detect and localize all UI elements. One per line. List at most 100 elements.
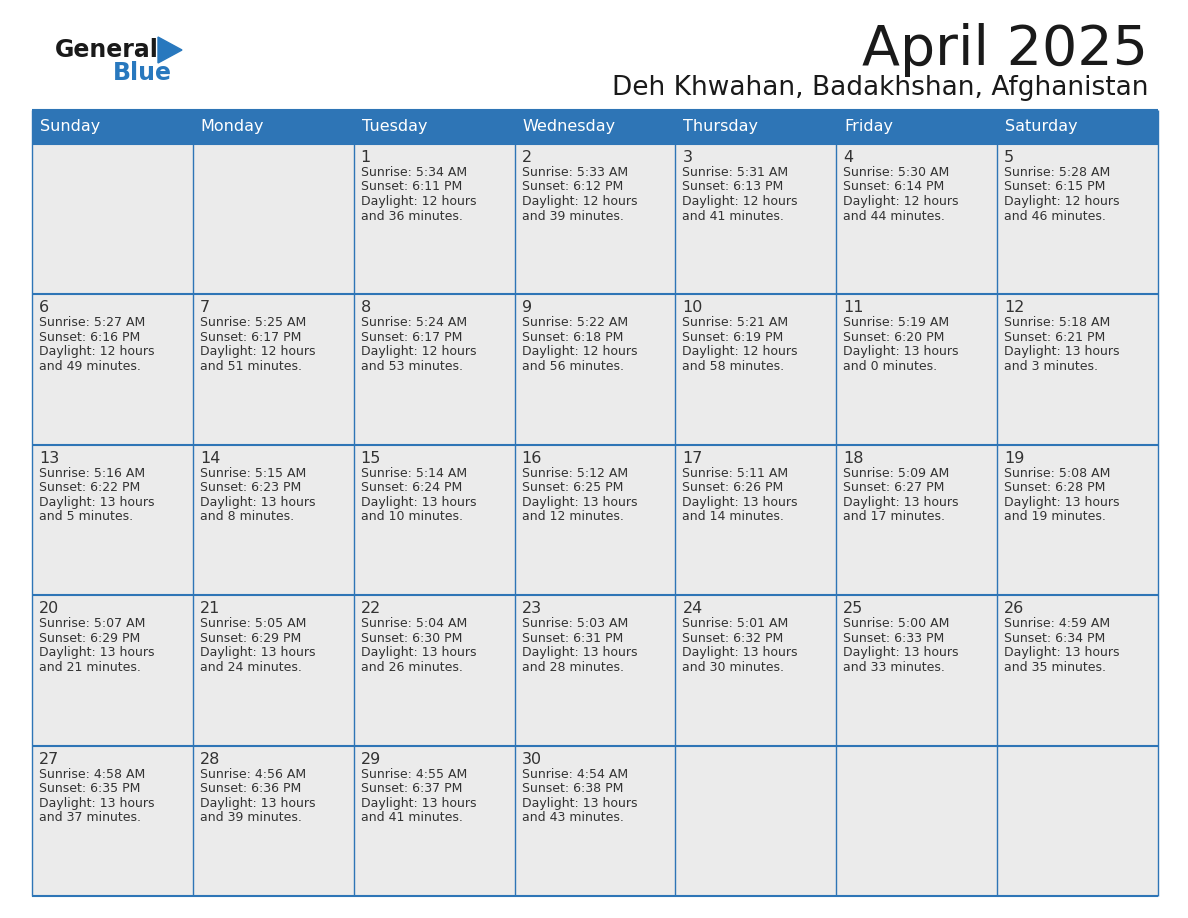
Text: Daylight: 12 hours: Daylight: 12 hours: [522, 195, 637, 208]
Bar: [676, 110, 836, 144]
Bar: [676, 144, 836, 295]
Text: and 53 minutes.: and 53 minutes.: [361, 360, 462, 373]
Text: Sunrise: 5:14 AM: Sunrise: 5:14 AM: [361, 466, 467, 480]
Text: Sunrise: 5:18 AM: Sunrise: 5:18 AM: [1004, 317, 1111, 330]
Bar: [997, 295, 1158, 445]
Text: Sunset: 6:23 PM: Sunset: 6:23 PM: [200, 481, 301, 494]
Text: Daylight: 12 hours: Daylight: 12 hours: [682, 195, 798, 208]
Text: and 19 minutes.: and 19 minutes.: [1004, 510, 1106, 523]
Text: Sunset: 6:27 PM: Sunset: 6:27 PM: [843, 481, 944, 494]
Bar: [192, 110, 354, 144]
Text: Daylight: 12 hours: Daylight: 12 hours: [200, 345, 315, 358]
Text: Sunset: 6:17 PM: Sunset: 6:17 PM: [361, 330, 462, 344]
Text: 1: 1: [361, 150, 371, 165]
Text: Sunrise: 4:58 AM: Sunrise: 4:58 AM: [39, 767, 145, 780]
Text: 24: 24: [682, 601, 702, 616]
Bar: [32, 110, 192, 144]
Bar: [676, 745, 836, 896]
Text: and 17 minutes.: and 17 minutes.: [843, 510, 946, 523]
Text: 18: 18: [843, 451, 864, 465]
Text: 6: 6: [39, 300, 49, 316]
Text: Friday: Friday: [845, 119, 893, 135]
Text: Sunset: 6:29 PM: Sunset: 6:29 PM: [39, 632, 140, 644]
Text: Sunrise: 5:31 AM: Sunrise: 5:31 AM: [682, 166, 789, 179]
Text: and 37 minutes.: and 37 minutes.: [39, 812, 141, 824]
Text: Sunrise: 5:19 AM: Sunrise: 5:19 AM: [843, 317, 949, 330]
Text: 4: 4: [843, 150, 853, 165]
Text: Daylight: 13 hours: Daylight: 13 hours: [361, 797, 476, 810]
Text: 9: 9: [522, 300, 532, 316]
Text: Sunset: 6:29 PM: Sunset: 6:29 PM: [200, 632, 301, 644]
Text: Daylight: 12 hours: Daylight: 12 hours: [1004, 195, 1119, 208]
Text: Saturday: Saturday: [1005, 119, 1078, 135]
Bar: [354, 595, 514, 745]
Text: Sunset: 6:33 PM: Sunset: 6:33 PM: [843, 632, 944, 644]
Text: 13: 13: [39, 451, 59, 465]
Text: Sunrise: 5:34 AM: Sunrise: 5:34 AM: [361, 166, 467, 179]
Text: April 2025: April 2025: [862, 23, 1148, 77]
Text: 12: 12: [1004, 300, 1024, 316]
Text: and 12 minutes.: and 12 minutes.: [522, 510, 624, 523]
Text: and 36 minutes.: and 36 minutes.: [361, 209, 462, 222]
Text: and 41 minutes.: and 41 minutes.: [361, 812, 462, 824]
Bar: [997, 445, 1158, 595]
Text: Monday: Monday: [201, 119, 265, 135]
Text: Sunset: 6:17 PM: Sunset: 6:17 PM: [200, 330, 302, 344]
Bar: [836, 745, 997, 896]
Text: and 28 minutes.: and 28 minutes.: [522, 661, 624, 674]
Text: Daylight: 12 hours: Daylight: 12 hours: [682, 345, 798, 358]
Text: 29: 29: [361, 752, 381, 767]
Text: 10: 10: [682, 300, 703, 316]
Text: Daylight: 13 hours: Daylight: 13 hours: [522, 646, 637, 659]
Text: Sunset: 6:18 PM: Sunset: 6:18 PM: [522, 330, 623, 344]
Bar: [836, 595, 997, 745]
Text: Sunset: 6:16 PM: Sunset: 6:16 PM: [39, 330, 140, 344]
Text: Blue: Blue: [113, 61, 172, 85]
Text: 21: 21: [200, 601, 220, 616]
Text: 5: 5: [1004, 150, 1015, 165]
Text: Sunrise: 5:00 AM: Sunrise: 5:00 AM: [843, 617, 949, 630]
Text: Sunrise: 4:54 AM: Sunrise: 4:54 AM: [522, 767, 627, 780]
Text: 23: 23: [522, 601, 542, 616]
Text: Daylight: 13 hours: Daylight: 13 hours: [200, 797, 315, 810]
Text: Sunrise: 5:07 AM: Sunrise: 5:07 AM: [39, 617, 145, 630]
Text: Sunset: 6:32 PM: Sunset: 6:32 PM: [682, 632, 784, 644]
Text: 2: 2: [522, 150, 532, 165]
Text: Sunrise: 5:30 AM: Sunrise: 5:30 AM: [843, 166, 949, 179]
Text: Daylight: 12 hours: Daylight: 12 hours: [522, 345, 637, 358]
Bar: [997, 745, 1158, 896]
Text: Sunrise: 5:01 AM: Sunrise: 5:01 AM: [682, 617, 789, 630]
Text: 15: 15: [361, 451, 381, 465]
Polygon shape: [158, 37, 182, 63]
Bar: [32, 445, 192, 595]
Text: Sunrise: 5:21 AM: Sunrise: 5:21 AM: [682, 317, 789, 330]
Bar: [997, 110, 1158, 144]
Text: Daylight: 13 hours: Daylight: 13 hours: [682, 646, 798, 659]
Text: General: General: [55, 38, 159, 62]
Text: Wednesday: Wednesday: [523, 119, 615, 135]
Text: Sunrise: 5:27 AM: Sunrise: 5:27 AM: [39, 317, 145, 330]
Text: Sunset: 6:25 PM: Sunset: 6:25 PM: [522, 481, 623, 494]
Text: Daylight: 13 hours: Daylight: 13 hours: [1004, 646, 1119, 659]
Text: and 26 minutes.: and 26 minutes.: [361, 661, 462, 674]
Bar: [354, 144, 514, 295]
Text: Daylight: 13 hours: Daylight: 13 hours: [361, 496, 476, 509]
Bar: [32, 745, 192, 896]
Text: Sunset: 6:36 PM: Sunset: 6:36 PM: [200, 782, 301, 795]
Text: Daylight: 13 hours: Daylight: 13 hours: [682, 496, 798, 509]
Text: and 51 minutes.: and 51 minutes.: [200, 360, 302, 373]
Text: Daylight: 13 hours: Daylight: 13 hours: [39, 496, 154, 509]
Bar: [514, 595, 676, 745]
Text: Sunrise: 4:56 AM: Sunrise: 4:56 AM: [200, 767, 307, 780]
Text: Sunset: 6:26 PM: Sunset: 6:26 PM: [682, 481, 784, 494]
Bar: [354, 295, 514, 445]
Text: and 8 minutes.: and 8 minutes.: [200, 510, 293, 523]
Text: 7: 7: [200, 300, 210, 316]
Text: 17: 17: [682, 451, 703, 465]
Text: Daylight: 13 hours: Daylight: 13 hours: [522, 496, 637, 509]
Text: Daylight: 13 hours: Daylight: 13 hours: [1004, 345, 1119, 358]
Bar: [676, 595, 836, 745]
Text: and 58 minutes.: and 58 minutes.: [682, 360, 784, 373]
Text: Sunrise: 5:05 AM: Sunrise: 5:05 AM: [200, 617, 307, 630]
Text: Sunset: 6:28 PM: Sunset: 6:28 PM: [1004, 481, 1106, 494]
